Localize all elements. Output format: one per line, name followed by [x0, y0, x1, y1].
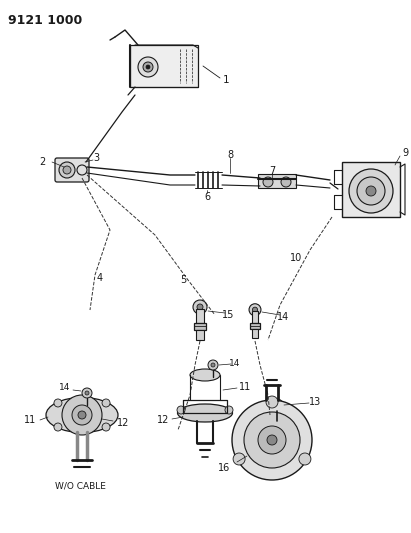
Circle shape: [211, 363, 215, 367]
Text: 13: 13: [309, 397, 321, 407]
Circle shape: [72, 405, 92, 425]
Circle shape: [275, 403, 279, 407]
FancyBboxPatch shape: [196, 330, 204, 340]
Circle shape: [281, 177, 291, 187]
Circle shape: [102, 399, 110, 407]
FancyBboxPatch shape: [130, 45, 198, 87]
Circle shape: [258, 426, 286, 454]
Text: 14: 14: [59, 384, 71, 392]
Circle shape: [59, 162, 75, 178]
Text: 5: 5: [180, 275, 186, 285]
Text: 10: 10: [290, 253, 302, 263]
Circle shape: [85, 391, 89, 395]
Text: 11: 11: [24, 415, 36, 425]
FancyBboxPatch shape: [342, 162, 400, 217]
Text: 12: 12: [117, 418, 129, 428]
Circle shape: [63, 166, 71, 174]
FancyBboxPatch shape: [55, 158, 89, 182]
FancyBboxPatch shape: [196, 309, 204, 323]
Text: 16: 16: [218, 463, 230, 473]
Circle shape: [266, 396, 278, 408]
Circle shape: [54, 399, 62, 407]
Text: 15: 15: [222, 310, 234, 320]
Circle shape: [197, 304, 203, 310]
Text: 6: 6: [204, 192, 210, 202]
Circle shape: [271, 399, 283, 411]
Circle shape: [357, 177, 385, 205]
Circle shape: [225, 406, 233, 414]
Circle shape: [78, 411, 86, 419]
FancyBboxPatch shape: [258, 174, 296, 188]
Text: 11: 11: [239, 382, 251, 392]
Ellipse shape: [46, 398, 118, 432]
FancyBboxPatch shape: [194, 323, 206, 330]
Circle shape: [349, 169, 393, 213]
Circle shape: [232, 400, 312, 480]
Circle shape: [244, 412, 300, 468]
Ellipse shape: [178, 404, 233, 422]
Circle shape: [193, 300, 207, 314]
Text: 12: 12: [157, 415, 169, 425]
Circle shape: [249, 304, 261, 316]
FancyBboxPatch shape: [250, 324, 260, 329]
Text: 7: 7: [269, 166, 275, 176]
Circle shape: [299, 453, 311, 465]
Circle shape: [263, 177, 273, 187]
Circle shape: [143, 62, 153, 72]
Ellipse shape: [190, 369, 220, 381]
Text: 9121 1000: 9121 1000: [8, 14, 82, 27]
Text: 1: 1: [223, 75, 229, 85]
Circle shape: [62, 395, 102, 435]
Circle shape: [366, 186, 376, 196]
Circle shape: [208, 360, 218, 370]
Text: W/O CABLE: W/O CABLE: [55, 481, 106, 490]
Circle shape: [233, 453, 245, 465]
Text: 3: 3: [93, 153, 99, 163]
FancyBboxPatch shape: [252, 311, 259, 324]
Circle shape: [267, 435, 277, 445]
Circle shape: [252, 307, 258, 312]
Circle shape: [138, 57, 158, 77]
Text: 4: 4: [97, 273, 103, 283]
Text: 14: 14: [277, 312, 289, 322]
Text: 9: 9: [402, 148, 408, 158]
Text: 14: 14: [229, 359, 241, 367]
Text: 2: 2: [39, 157, 45, 167]
Circle shape: [146, 65, 150, 69]
Circle shape: [54, 423, 62, 431]
Text: 8: 8: [227, 150, 233, 160]
Circle shape: [102, 423, 110, 431]
Circle shape: [82, 388, 92, 398]
Circle shape: [177, 406, 185, 414]
FancyBboxPatch shape: [252, 329, 259, 338]
